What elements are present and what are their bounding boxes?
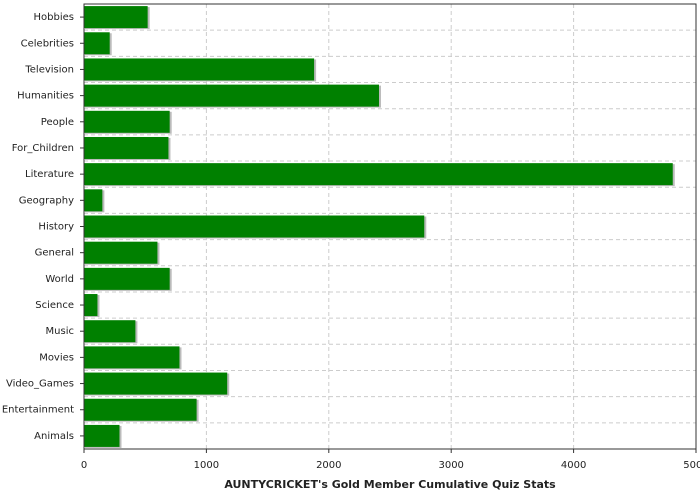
y-tick-label: Literature	[25, 169, 74, 180]
bar	[84, 320, 136, 343]
bar	[84, 372, 228, 395]
plot-frame	[83, 3, 697, 450]
x-tick-label: 1000	[194, 460, 219, 471]
y-tick-label: World	[45, 274, 74, 285]
y-tick-label: Music	[46, 326, 74, 337]
bar	[84, 163, 673, 186]
y-tick-label: History	[38, 222, 74, 233]
bar	[84, 110, 170, 133]
x-tick-label: 2000	[316, 460, 341, 471]
y-tick-label: Humanities	[17, 91, 74, 102]
bar	[84, 398, 197, 421]
y-tick-label: People	[41, 117, 74, 128]
y-tick-label: For_Children	[12, 143, 74, 154]
bar	[84, 84, 379, 107]
bar	[84, 346, 180, 369]
x-tick-label: 0	[81, 460, 87, 471]
y-tick-label: General	[35, 248, 74, 259]
bar	[84, 58, 315, 81]
y-tick-label: Celebrities	[21, 38, 74, 49]
y-tick-label: Hobbies	[34, 12, 74, 23]
y-tick-label: Animals	[34, 431, 74, 442]
bar	[84, 424, 120, 447]
y-tick-label: Television	[24, 64, 74, 75]
bar	[84, 32, 110, 55]
bar	[84, 6, 148, 29]
bar	[84, 189, 103, 212]
bar	[84, 241, 158, 264]
bar	[84, 267, 170, 290]
x-tick-label: 5000	[683, 460, 700, 471]
bar	[84, 294, 98, 317]
chart-title: AUNTYCRICKET's Gold Member Cumulative Qu…	[224, 478, 556, 491]
y-tick-label: Movies	[39, 352, 74, 363]
y-tick-label: Entertainment	[2, 405, 74, 416]
y-tick-label: Science	[35, 300, 74, 311]
y-tick-label: Geography	[19, 195, 74, 206]
x-tick-label: 4000	[561, 460, 586, 471]
bar	[84, 136, 169, 159]
y-tick-label: Video_Games	[6, 379, 74, 390]
bar	[84, 215, 425, 238]
x-tick-label: 3000	[438, 460, 463, 471]
